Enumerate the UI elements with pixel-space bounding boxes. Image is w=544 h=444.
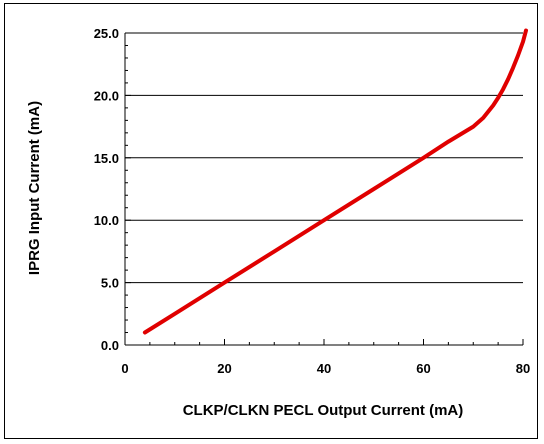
y-tick-label: 10.0: [94, 213, 119, 228]
y-tick-label: 25.0: [94, 26, 119, 41]
x-tick-label: 0: [121, 361, 128, 376]
y-axis-title: IPRG Input Current (mA): [26, 101, 43, 275]
x-tick-label: 80: [516, 361, 530, 376]
axes: [124, 33, 523, 346]
series-layer: [142, 28, 528, 335]
ticks: 0.0 5.0 10.0 15.0 20.0 25.0 0 20 40 60 80: [94, 26, 531, 376]
grid-lines: [125, 32, 523, 284]
y-tick-label: 20.0: [94, 88, 119, 103]
x-tick-label: 60: [416, 361, 430, 376]
chart-frame: [4, 3, 538, 439]
y-tick-label: 15.0: [94, 151, 119, 166]
y-tick-label: 0.0: [101, 338, 119, 353]
series-line: [142, 28, 528, 335]
x-axis-title: CLKP/CLKN PECL Output Current (mA): [183, 402, 464, 419]
x-tick-label: 20: [217, 361, 231, 376]
y-tick-label: 5.0: [101, 276, 119, 291]
x-tick-label: 40: [317, 361, 331, 376]
